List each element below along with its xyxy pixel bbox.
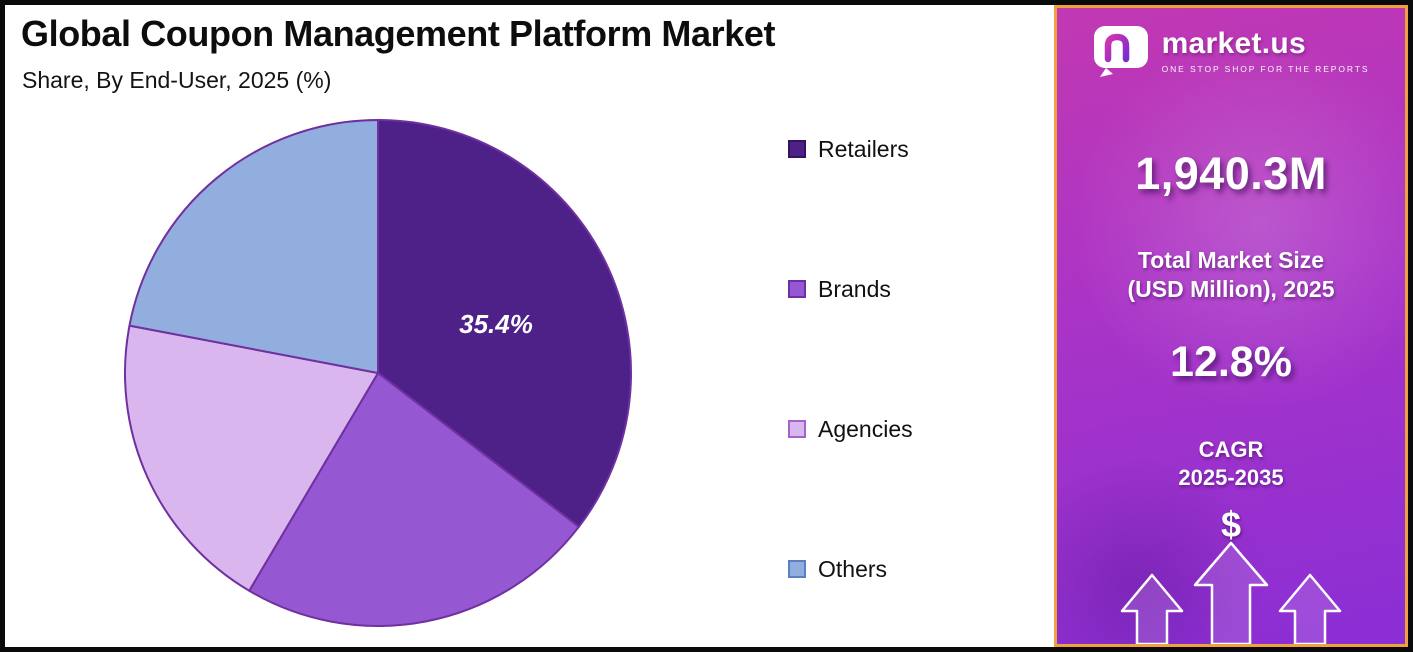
legend-label: Agencies: [818, 415, 913, 442]
market-size-value: 1,940.3M: [1135, 148, 1327, 199]
page-subtitle: Share, By End-User, 2025 (%): [22, 67, 332, 93]
cagr-label-line1: CAGR: [1198, 437, 1264, 462]
legend-item-retailers: Retailers: [788, 135, 913, 163]
dollar-icon: $: [1220, 504, 1242, 545]
pie-slice-others: [128, 119, 379, 374]
legend-swatch-icon: [788, 560, 806, 578]
brand-name: market.us: [1161, 26, 1307, 60]
market-size-label-line1: Total Market Size: [1137, 247, 1325, 273]
up-arrow-icon: [1120, 573, 1184, 644]
pie-slice-agencies: [124, 324, 379, 592]
legend-label: Others: [818, 555, 888, 582]
legend-label: Retailers: [818, 135, 909, 162]
legend: Retailers Brands Agencies Others: [788, 135, 913, 583]
page-title: Global Coupon Management Platform Market: [21, 13, 776, 54]
chart-area: Global Coupon Management Platform Market…: [5, 5, 1059, 647]
legend-swatch-icon: [788, 140, 806, 158]
cagr-label-line2: 2025-2035: [1178, 465, 1284, 491]
pie-slice-value-label: 35.4%: [459, 309, 533, 339]
market-size-label: Total Market Size (USD Million), 2025: [1057, 246, 1405, 304]
pie-slice-brands: [248, 372, 580, 627]
cagr-value: 12.8%: [1170, 338, 1292, 386]
cagr-label: CAGR 2025-2035: [1057, 436, 1405, 492]
marketus-logo-icon: [1093, 26, 1148, 77]
brand-tagline: ONE STOP SHOP FOR THE REPORTS: [1161, 63, 1370, 74]
up-arrow-icon: [1193, 541, 1269, 644]
legend-swatch-icon: [788, 420, 806, 438]
up-arrow-icon: [1278, 573, 1342, 644]
brand-logo: market.us ONE STOP SHOP FOR THE REPORTS: [1057, 24, 1405, 78]
pie-chart: 35.4%: [124, 119, 632, 627]
growth-arrows-icon: [1120, 541, 1342, 644]
logo-text: market.us ONE STOP SHOP FOR THE REPORTS: [1161, 26, 1370, 74]
legend-label: Brands: [818, 275, 891, 302]
sidebar-panel: market.us ONE STOP SHOP FOR THE REPORTS …: [1054, 5, 1408, 647]
market-size-label-line2: (USD Million), 2025: [1127, 275, 1335, 302]
pie-slice-retailers: [377, 119, 632, 528]
legend-item-brands: Brands: [788, 275, 913, 303]
legend-item-others: Others: [788, 555, 913, 583]
legend-item-agencies: Agencies: [788, 415, 913, 443]
legend-swatch-icon: [788, 280, 806, 298]
